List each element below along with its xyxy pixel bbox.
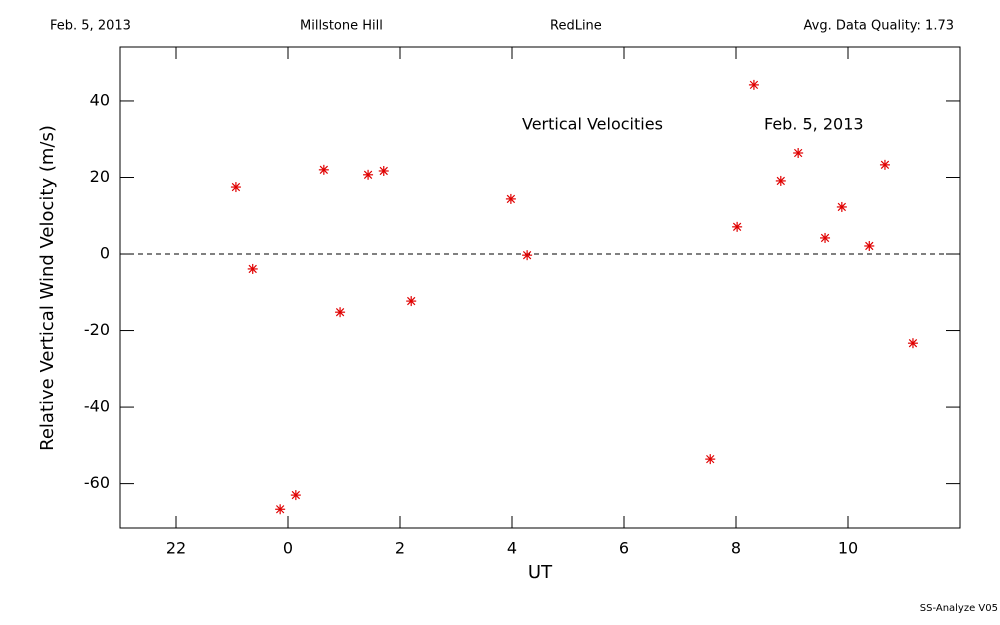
header-instrument: RedLine <box>550 19 602 34</box>
point <box>864 240 875 251</box>
point <box>522 250 533 261</box>
point-stroke <box>865 241 874 251</box>
point <box>406 296 417 307</box>
point-stroke <box>248 264 257 274</box>
x-tick-label: 6 <box>619 539 629 558</box>
y-tick-label: 0 <box>100 244 110 263</box>
x-tick-label: 8 <box>731 539 741 558</box>
point <box>275 504 286 515</box>
point <box>836 201 847 212</box>
point <box>230 182 241 193</box>
point-stroke <box>776 176 785 186</box>
point-stroke <box>880 160 890 170</box>
point-stroke <box>706 454 715 464</box>
x-axis-label: UT <box>528 562 553 583</box>
y-tick-label: -60 <box>84 473 110 492</box>
y-tick-label: 40 <box>90 90 110 109</box>
point-stroke <box>749 80 759 90</box>
y-tick-label: -40 <box>84 397 110 416</box>
point <box>378 165 389 176</box>
point-stroke <box>231 182 241 192</box>
point <box>505 193 516 204</box>
point <box>793 147 804 158</box>
point <box>335 307 346 318</box>
point-stroke <box>908 339 918 348</box>
point-stroke <box>820 233 830 243</box>
y-tick-label: 20 <box>90 167 110 186</box>
point <box>290 490 301 501</box>
x-tick-label: 2 <box>395 539 405 558</box>
x-tick-label: 10 <box>838 539 858 558</box>
plot-frame <box>119 46 961 529</box>
point <box>247 263 258 274</box>
point <box>363 169 374 180</box>
footer: SS-Analyze V05 <box>920 603 998 614</box>
point <box>748 79 759 90</box>
x-tick-label: 4 <box>507 539 517 558</box>
point-stroke <box>506 194 516 204</box>
annotation: Feb. 5, 2013 <box>764 115 864 134</box>
point-stroke <box>335 308 345 317</box>
header-date: Feb. 5, 2013 <box>50 19 131 34</box>
x-tick-label: 22 <box>166 539 186 558</box>
point <box>732 221 743 232</box>
point-stroke <box>319 165 329 175</box>
point-stroke <box>275 505 285 514</box>
header-site: Millstone Hill <box>300 19 383 34</box>
point-stroke <box>837 202 847 212</box>
point <box>907 338 918 349</box>
point <box>705 454 716 465</box>
y-tick-label: -20 <box>84 320 110 339</box>
point-stroke <box>379 166 388 176</box>
point-stroke <box>363 170 373 179</box>
point-stroke <box>732 222 742 232</box>
x-tick-label: 0 <box>283 539 293 558</box>
point <box>879 159 890 170</box>
point <box>775 175 786 186</box>
point <box>318 164 329 175</box>
header-quality: Avg. Data Quality: 1.73 <box>804 19 954 34</box>
point-stroke <box>291 490 301 500</box>
point <box>820 232 831 243</box>
point-stroke <box>793 148 803 158</box>
y-axis-label: Relative Vertical Wind Velocity (m/s) <box>37 125 58 451</box>
annotation: Vertical Velocities <box>522 115 663 134</box>
point-stroke <box>407 296 416 306</box>
point-stroke <box>522 250 532 260</box>
